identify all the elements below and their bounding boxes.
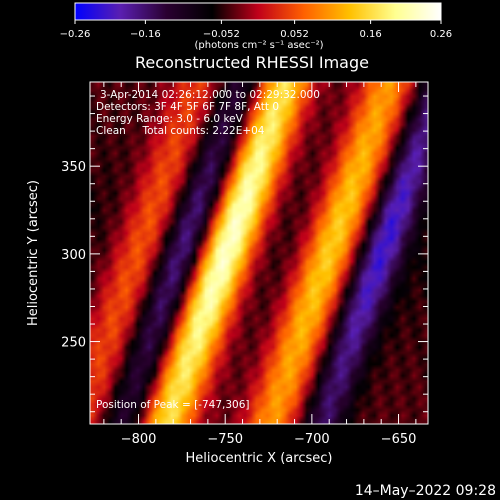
colorbar-tick-label: 0.26 xyxy=(430,29,452,40)
x-tick-label: −650 xyxy=(381,432,417,447)
x-tick-label: −700 xyxy=(294,432,330,447)
colorbar xyxy=(74,2,442,21)
colorbar-unit-label: (photons cm⁻² s⁻¹ asec⁻²) xyxy=(194,40,323,51)
y-axis-title: Heliocentric Y (arcsec) xyxy=(26,180,41,326)
x-tick-label: −800 xyxy=(121,432,157,447)
colorbar-ticks: −0.26 −0.16 −0.052 0.052 0.16 0.26 xyxy=(60,20,452,40)
x-axis-title: Heliocentric X (arcsec) xyxy=(186,451,333,466)
colorbar-tick-label: −0.052 xyxy=(203,29,240,40)
footer-timestamp: 14–May–2022 09:28 xyxy=(355,483,496,499)
annotation-clean-counts: Clean Total counts: 2.22E+04 xyxy=(96,125,265,137)
heatmap-image xyxy=(90,82,428,424)
y-axis: 250 300 350 xyxy=(61,95,428,413)
colorbar-tick-label: −0.16 xyxy=(130,29,161,40)
annotation-peak-position: Position of Peak = [-747,306] xyxy=(96,399,250,411)
y-tick-label: 250 xyxy=(61,336,86,351)
annotation-detectors: Detectors: 3F 4F 5F 6F 7F 8F, Att 0 xyxy=(96,101,279,113)
colorbar-tick-label: −0.26 xyxy=(60,29,91,40)
colorbar-tick-label: 0.052 xyxy=(280,29,309,40)
chart-title: Reconstructed RHESSI Image xyxy=(135,53,369,72)
annotation-energy-range: Energy Range: 3.0 - 6.0 keV xyxy=(96,113,244,125)
x-tick-label: −750 xyxy=(207,432,243,447)
x-axis: −800 −750 −700 −650 xyxy=(103,82,417,447)
plot-frame xyxy=(89,81,429,425)
y-tick-label: 350 xyxy=(61,160,86,175)
annotation-time-range: 3-Apr-2014 02:26:12.000 to 02:29:32.000 xyxy=(100,89,320,101)
y-tick-label: 300 xyxy=(61,248,86,263)
colorbar-tick-label: 0.16 xyxy=(359,29,381,40)
